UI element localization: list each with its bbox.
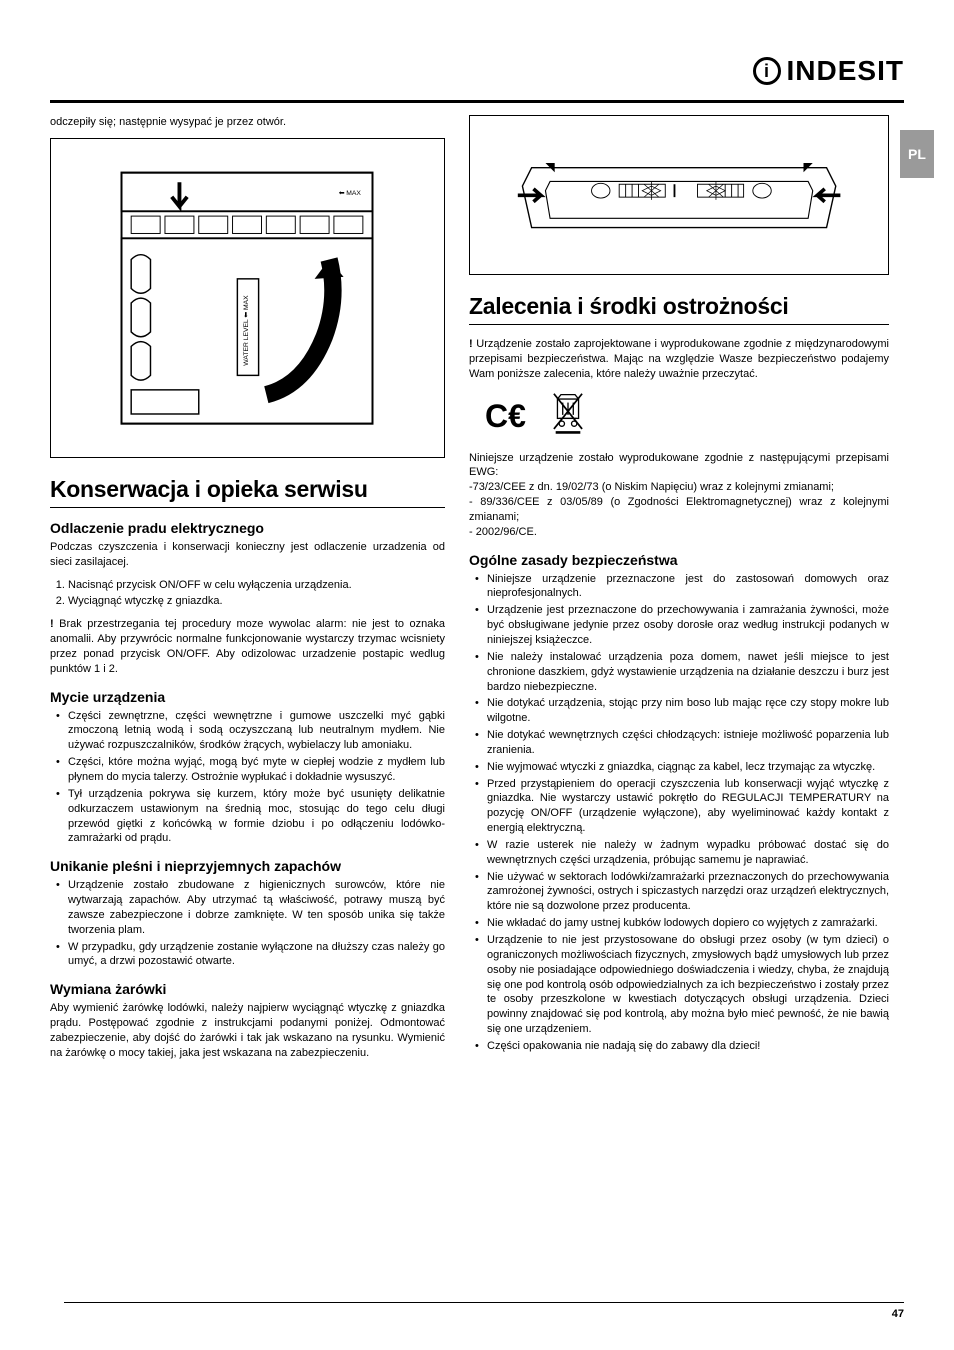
step-2: Wyciągnąć wtyczkę z gniazdka.	[68, 594, 445, 609]
disconnect-steps: Nacisnąć przycisk ON/OFF w celu wyłączen…	[68, 578, 445, 610]
certification-marks: C€	[485, 392, 889, 441]
brand-logo: i INDESIT	[753, 55, 904, 87]
figure-freezer-drain: ⬅ MAX WATER LEVEL ⬅ MAX	[50, 138, 445, 458]
safety-item-7: Przed przystąpieniem do operacji czyszcz…	[469, 777, 889, 836]
brand-text: INDESIT	[787, 55, 904, 87]
top-rule	[50, 100, 904, 103]
cleaning-list: Części zewnętrzne, części wewnętrzne i g…	[50, 709, 445, 847]
h1-rule-right	[469, 324, 889, 325]
safety-item-11: Urządzenie to nie jest przystosowane do …	[469, 933, 889, 1037]
page-number: 47	[892, 1308, 904, 1320]
heading-bulb: Wymiana żarówki	[50, 981, 445, 997]
mould-item-2: W przypadku, gdy urządzenie zostanie wył…	[50, 940, 445, 970]
content: odczepiły się; następnie wysypać je prze…	[50, 115, 889, 1069]
safety-item-6: Nie wyjmować wtyczki z gniazdka, ciągnąc…	[469, 760, 889, 775]
h1-rule	[50, 507, 445, 508]
ce-mark-icon: C€	[485, 398, 526, 435]
safety-item-9: Nie używać w sektorach lodówki/zamrażark…	[469, 870, 889, 915]
disconnect-warning: ! Brak przestrzegania tej procedury moze…	[50, 617, 445, 676]
heading-disconnect: Odlaczenie pradu elektrycznego	[50, 520, 445, 536]
cert-line2: - 89/336/CEE z 03/05/89 (o Zgodności Ele…	[469, 495, 889, 525]
language-badge: PL	[900, 130, 934, 178]
heading-safety: Ogólne zasady bezpieczeństwa	[469, 552, 889, 568]
cert-intro: Niniejsze urządzenie zostało wyprodukowa…	[469, 451, 889, 481]
cleaning-item-2: Części, które można wyjąć, mogą być myte…	[50, 755, 445, 785]
safety-item-10: Nie wkładać do jamy ustnej kubków lodowy…	[469, 916, 889, 931]
cleaning-item-3: Tył urządzenia pokrywa się kurzem, który…	[50, 787, 445, 846]
svg-text:WATER LEVEL ⬅ MAX: WATER LEVEL ⬅ MAX	[243, 295, 250, 366]
safety-item-12: Części opakowania nie nadają się do zaba…	[469, 1039, 889, 1054]
bulb-text: Aby wymienić żarówkę lodówki, należy naj…	[50, 1001, 445, 1060]
weee-icon	[550, 392, 586, 441]
info-icon: i	[753, 57, 781, 85]
left-column: odczepiły się; następnie wysypać je prze…	[50, 115, 445, 1069]
safety-list: Niniejsze urządzenie przeznaczone jest d…	[469, 572, 889, 1054]
step-1: Nacisnąć przycisk ON/OFF w celu wyłączen…	[68, 578, 445, 593]
cleaning-item-1: Części zewnętrzne, części wewnętrzne i g…	[50, 709, 445, 754]
safety-item-5: Nie dotykać wewnętrznych części chłodząc…	[469, 728, 889, 758]
heading-mould: Unikanie pleśni i nieprzyjemnych zapachó…	[50, 858, 445, 874]
intro-text: odczepiły się; następnie wysypać je prze…	[50, 115, 445, 130]
heading-cleaning: Mycie urządzenia	[50, 689, 445, 705]
disconnect-intro: Podczas czyszczenia i konserwacji koniec…	[50, 540, 445, 570]
right-column: Zalecenia i środki ostrożności ! Urządze…	[469, 115, 889, 1069]
safety-item-4: Nie dotykać urządzenia, stojąc przy nim …	[469, 696, 889, 726]
precautions-warning: ! Urządzenie zostało zaprojektowane i wy…	[469, 337, 889, 382]
safety-item-3: Nie należy instalować urządzenia poza do…	[469, 650, 889, 695]
svg-text:⬅ MAX: ⬅ MAX	[339, 190, 362, 197]
mould-list: Urządzenie zostało zbudowane z higienicz…	[50, 878, 445, 969]
heading-maintenance: Konserwacja i opieka serwisu	[50, 476, 445, 503]
cert-line3: - 2002/96/CE.	[469, 525, 889, 540]
cert-line1: -73/23/CEE z dn. 19/02/73 (o Niskim Napi…	[469, 480, 889, 495]
safety-item-2: Urządzenie jest przeznaczone do przechow…	[469, 603, 889, 648]
safety-item-8: W razie usterek nie należy w żadnym wypa…	[469, 838, 889, 868]
safety-item-1: Niniejsze urządzenie przeznaczone jest d…	[469, 572, 889, 602]
mould-item-1: Urządzenie zostało zbudowane z higienicz…	[50, 878, 445, 937]
heading-precautions: Zalecenia i środki ostrożności	[469, 293, 889, 320]
figure-ice-tray	[469, 115, 889, 275]
